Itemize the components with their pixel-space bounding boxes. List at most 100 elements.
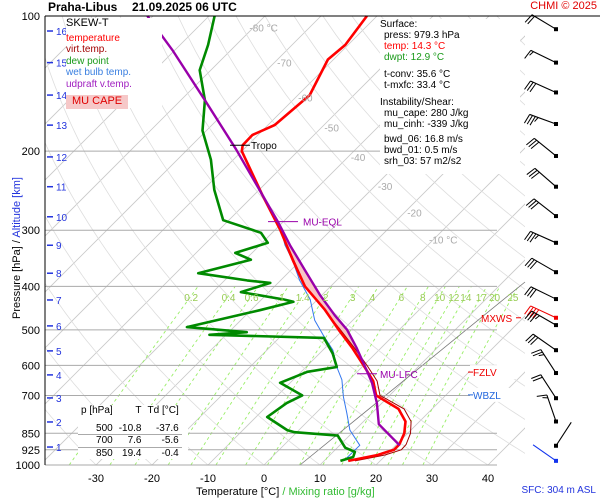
barb-staff — [530, 49, 557, 64]
legend-updraft: udpraft v.temp. — [66, 78, 132, 90]
x-label-temperature: Temperature [°C] — [196, 486, 280, 498]
isotherm-label: -70 — [277, 59, 292, 70]
isotherm — [45, 16, 378, 349]
wind-barb — [531, 374, 558, 401]
surface-temp: temp: 14.3 °C — [384, 41, 446, 52]
pressure-tick-label: 600 — [22, 360, 40, 372]
dry-adiabat — [555, 16, 600, 465]
isotherm — [45, 16, 266, 237]
table-header-t: T — [135, 405, 142, 416]
barb-tick — [527, 259, 535, 268]
temperature-tick-label: 10 — [314, 473, 326, 485]
barb-tick — [524, 286, 532, 296]
barb-tick — [529, 308, 537, 317]
virtual-temperature-line — [279, 229, 412, 462]
table-row: 500 -10.8 -37.6 — [78, 423, 182, 435]
wind-barb — [524, 14, 558, 32]
barb-station-dot — [554, 60, 558, 65]
barb-tick — [524, 14, 533, 23]
barb-station-dot — [554, 297, 558, 302]
dewpoint-line — [185, 15, 357, 463]
pressure-tick-label: 850 — [22, 428, 40, 440]
pressure-tick-label: 700 — [22, 390, 40, 402]
pressure-tick-label: 200 — [22, 146, 40, 158]
legend-title: SKEW-T — [66, 17, 109, 29]
mixing-ratio-label: 12 — [448, 293, 460, 304]
altitude-tick-label: 13 — [56, 121, 68, 132]
srh-03: srh_03: 57 m2/s2 — [384, 156, 462, 167]
barb-tick — [524, 80, 531, 90]
wind-barb — [524, 230, 558, 245]
mixing-ratio-label: 10 — [434, 293, 446, 304]
barb-tick — [528, 169, 538, 177]
barb-station-dot — [554, 184, 558, 189]
table-row: 700 7.6 -5.6 — [78, 434, 182, 447]
barb-tick — [531, 349, 541, 354]
cape-area — [277, 223, 368, 372]
barb-tick — [530, 337, 539, 345]
altitude-tick-label: 2 — [56, 418, 62, 429]
isotherm — [375, 315, 525, 465]
y-label-sep: / — [11, 240, 23, 244]
legend-mu-cape: MU CAPE — [66, 95, 129, 109]
barb-station-dot — [554, 270, 558, 275]
barb-station-dot — [554, 419, 558, 424]
altitude-tick-label: 16 — [56, 27, 68, 38]
barb-staff — [532, 333, 557, 351]
fzlv-label: FZLV — [473, 368, 497, 379]
info-box: Surface: press: 979.3 hPa temp: 14.3 °C … — [380, 19, 520, 174]
cell-t: -10.8 — [118, 422, 142, 434]
profiles — [146, 15, 412, 463]
temperature-tick-label: 20 — [370, 473, 382, 485]
cell-t: 19.4 — [115, 446, 145, 459]
dry-adiabat — [526, 16, 600, 465]
wind-barb — [524, 80, 558, 95]
cell-td: -5.6 — [144, 434, 182, 447]
credit: CHMI © 2025 — [530, 0, 597, 12]
instability-title: Instability/Shear: — [380, 97, 454, 108]
barb-tick — [525, 198, 535, 206]
altitude-tick-label: 4 — [56, 371, 62, 382]
dry-adiabat — [293, 16, 525, 259]
barb-staff — [540, 374, 557, 399]
altitude-tick-label: 9 — [56, 241, 62, 252]
barb-tick — [524, 305, 532, 315]
altitude-tick-label: 11 — [56, 183, 67, 194]
mixing-ratio-label: 8 — [420, 293, 426, 304]
x-label-sep: / — [282, 486, 286, 498]
legend-dew-point: dew point — [66, 55, 109, 67]
temperature-tick-label: -30 — [88, 473, 104, 485]
barb-tick — [529, 51, 534, 56]
datetime: 21.09.2025 06 UTC — [132, 0, 237, 14]
mixing-ratio-label: 1 — [279, 293, 285, 304]
mu-lfc-label: MU-LFC — [380, 370, 418, 381]
mixing-ratio-label: 17 — [476, 293, 488, 304]
barb-staff — [531, 14, 557, 30]
barb-staff — [530, 80, 557, 93]
pressure-tick-label: 925 — [22, 445, 40, 457]
barb-tick — [531, 374, 541, 379]
isotherm — [151, 91, 525, 465]
surface-elevation: SFC: 304 m ASL — [521, 485, 596, 496]
altitude-tick-label: 14 — [56, 91, 68, 102]
barb-staff — [540, 349, 557, 374]
barb-tick — [526, 287, 534, 297]
barb-tick — [529, 116, 536, 126]
barb-staff — [530, 230, 557, 244]
wbzl-label-bg — [470, 387, 516, 402]
axes: 0.2 0.4 0.6 1 1.4 2 3 4 6 8 10 12 14 17 20 25-80 °C-70-… — [16, 11, 600, 485]
mixing-ratio-line — [245, 286, 360, 465]
barb-tick — [529, 233, 537, 243]
temperature-tick-label: 40 — [482, 473, 494, 485]
barb-station-dot — [554, 323, 558, 328]
wind-barb — [524, 310, 558, 328]
wind-barb — [554, 421, 572, 448]
barb-tick — [538, 354, 545, 357]
cell-p: 700 — [78, 434, 116, 447]
annotations: Tropo MU-EQL MU-LFC MXWS FZLV WBZL — [230, 141, 521, 402]
isotherm-label: -80 °C — [249, 23, 277, 34]
isotherm-label: -60 — [298, 94, 313, 105]
isotherm — [45, 16, 434, 405]
cell-t: 7.6 — [115, 434, 145, 447]
isotherm-label: -50 — [324, 123, 339, 134]
